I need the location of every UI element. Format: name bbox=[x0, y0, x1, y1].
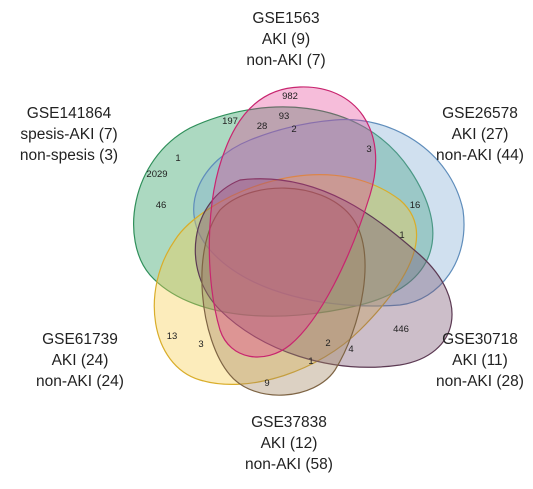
region-count: 1 bbox=[399, 230, 404, 241]
set-shape-gse26578 bbox=[193, 118, 465, 307]
set-group-2: non-AKI (44) bbox=[436, 147, 524, 164]
set-name: GSE141864 bbox=[26, 105, 112, 122]
region-count: 4 bbox=[348, 344, 353, 355]
set-group-2: non-AKI (24) bbox=[36, 373, 124, 390]
region-count: 982 bbox=[282, 91, 298, 102]
set-name: GSE61739 bbox=[42, 331, 118, 348]
region-count: 93 bbox=[279, 111, 290, 122]
region-count: 2029 bbox=[146, 169, 167, 180]
set-group-1: AKI (24) bbox=[51, 352, 109, 369]
set-label-gse26578: GSE26578 AKI (27) non-AKI (44) bbox=[430, 103, 530, 166]
set-group-2: non-AKI (7) bbox=[246, 52, 326, 69]
set-group-1: AKI (9) bbox=[261, 31, 311, 48]
set-group-1: AKI (11) bbox=[452, 352, 508, 369]
set-group-2: non-spesis (3) bbox=[19, 147, 119, 164]
set-label-gse37838: GSE37838 AKI (12) non-AKI (58) bbox=[229, 412, 349, 475]
set-shape-gse1563 bbox=[208, 86, 377, 358]
set-group-1: AKI (12) bbox=[260, 435, 318, 452]
region-count: 3 bbox=[366, 144, 371, 155]
set-group-2: non-AKI (28) bbox=[436, 373, 524, 390]
region-count: 16 bbox=[410, 200, 421, 211]
region-count: 46 bbox=[156, 200, 167, 211]
region-count: 446 bbox=[393, 324, 409, 335]
region-count: 9 bbox=[264, 378, 269, 389]
set-name: GSE26578 bbox=[442, 105, 518, 122]
set-shape-gse30718 bbox=[194, 178, 453, 368]
set-group-2: non-AKI (58) bbox=[245, 456, 333, 473]
set-label-gse30718: GSE30718 AKI (11) non-AKI (28) bbox=[430, 329, 530, 392]
set-label-gse141864: GSE141864 spesis-AKI (7) non-spesis (3) bbox=[8, 103, 130, 166]
set-group-1: AKI (27) bbox=[451, 126, 509, 143]
region-count: 3 bbox=[198, 339, 203, 350]
set-name: GSE1563 bbox=[252, 10, 320, 27]
region-count: 2 bbox=[291, 124, 296, 135]
set-shape-gse37838 bbox=[201, 187, 366, 396]
region-count: 1 bbox=[175, 153, 180, 164]
region-count: 13 bbox=[167, 331, 178, 342]
region-count: 28 bbox=[257, 121, 268, 132]
set-group-1: spesis-AKI (7) bbox=[20, 126, 118, 143]
set-name: GSE37838 bbox=[251, 414, 327, 431]
set-label-gse61739: GSE61739 AKI (24) non-AKI (24) bbox=[25, 329, 135, 392]
set-shape-gse61739 bbox=[153, 174, 418, 385]
region-count: 197 bbox=[222, 116, 238, 127]
region-count: 1 bbox=[308, 356, 313, 367]
set-name: GSE30718 bbox=[442, 331, 518, 348]
set-label-gse1563: GSE1563 AKI (9) non-AKI (7) bbox=[226, 8, 346, 71]
region-count: 2 bbox=[325, 338, 330, 349]
